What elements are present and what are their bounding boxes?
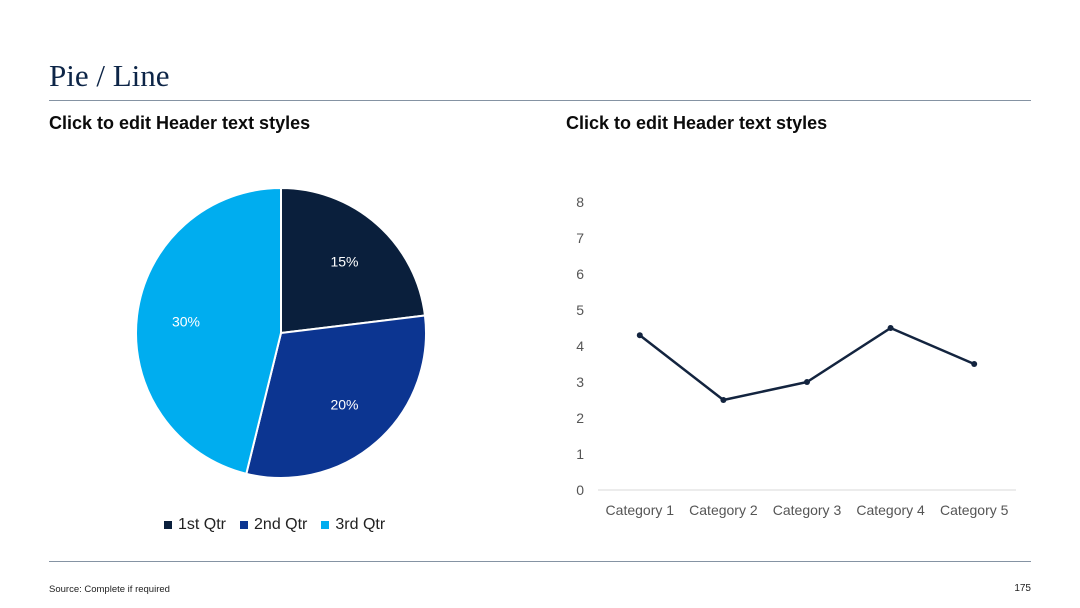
line-point (887, 325, 894, 331)
slide-title: Pie / Line (49, 58, 170, 93)
line-point (804, 379, 810, 385)
line-chart: 0 1 2 3 4 5 6 7 8 Category 1 Category 2 Category 3… (576, 194, 1016, 518)
pie-chart: 15% 20% 30% (135, 186, 427, 479)
page-number: 175 (1014, 583, 1031, 594)
x-tick-label: Category 5 (940, 502, 1009, 518)
y-tick-label: 1 (576, 446, 584, 462)
y-tick-label: 0 (576, 482, 584, 498)
y-tick-label: 3 (576, 374, 584, 390)
left-header[interactable]: Click to edit Header text styles (49, 113, 311, 133)
line-point (636, 332, 643, 339)
pie-legend: 1st Qtr 2nd Qtr 3rd Qtr (164, 516, 385, 534)
footer-divider (49, 561, 1031, 562)
pie-data-label: 15% (330, 253, 358, 269)
legend-item: 1st Qtr (164, 516, 226, 534)
x-tick-label: Category 4 (856, 502, 925, 518)
series-line (639, 326, 975, 402)
y-tick-label: 8 (576, 194, 584, 210)
legend-item: 3rd Qtr (321, 516, 385, 534)
legend-swatch (321, 521, 330, 529)
legend-swatch (240, 521, 249, 529)
title-divider (49, 100, 1031, 101)
x-tick-label: Category 1 (606, 502, 675, 518)
pie-slice-3 (135, 186, 282, 475)
legend-label: 3rd Qtr (335, 516, 386, 533)
source-note: Source: Complete if required (49, 584, 170, 595)
legend-label: 2nd Qtr (254, 516, 308, 533)
pie-slice-1 (280, 186, 427, 335)
legend-item: 2nd Qtr (240, 516, 307, 534)
line-point (720, 397, 727, 403)
pie-slice-2 (245, 314, 427, 479)
legend-label: 1st Qtr (178, 516, 227, 533)
legend-swatch (164, 521, 172, 529)
line-point (971, 361, 978, 367)
pie-data-label: 30% (172, 313, 200, 329)
x-tick-label: Category 3 (773, 502, 842, 518)
y-tick-label: 2 (576, 410, 584, 426)
y-tick-label: 5 (576, 302, 584, 318)
right-header[interactable]: Click to edit Header text styles (566, 113, 828, 133)
y-tick-label: 4 (576, 338, 584, 354)
y-tick-label: 6 (576, 266, 584, 282)
x-tick-label: Category 2 (689, 502, 758, 518)
pie-data-label: 20% (330, 397, 358, 413)
y-tick-label: 7 (576, 230, 584, 246)
